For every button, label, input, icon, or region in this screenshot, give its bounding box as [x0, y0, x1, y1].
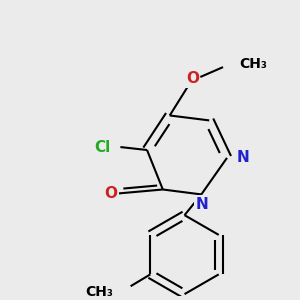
Text: CH₃: CH₃	[239, 57, 267, 71]
Text: CH₃: CH₃	[85, 285, 113, 299]
Text: N: N	[196, 197, 209, 212]
Text: O: O	[104, 186, 117, 201]
Text: Cl: Cl	[94, 140, 111, 154]
Text: N: N	[237, 150, 250, 165]
Text: O: O	[186, 71, 199, 86]
